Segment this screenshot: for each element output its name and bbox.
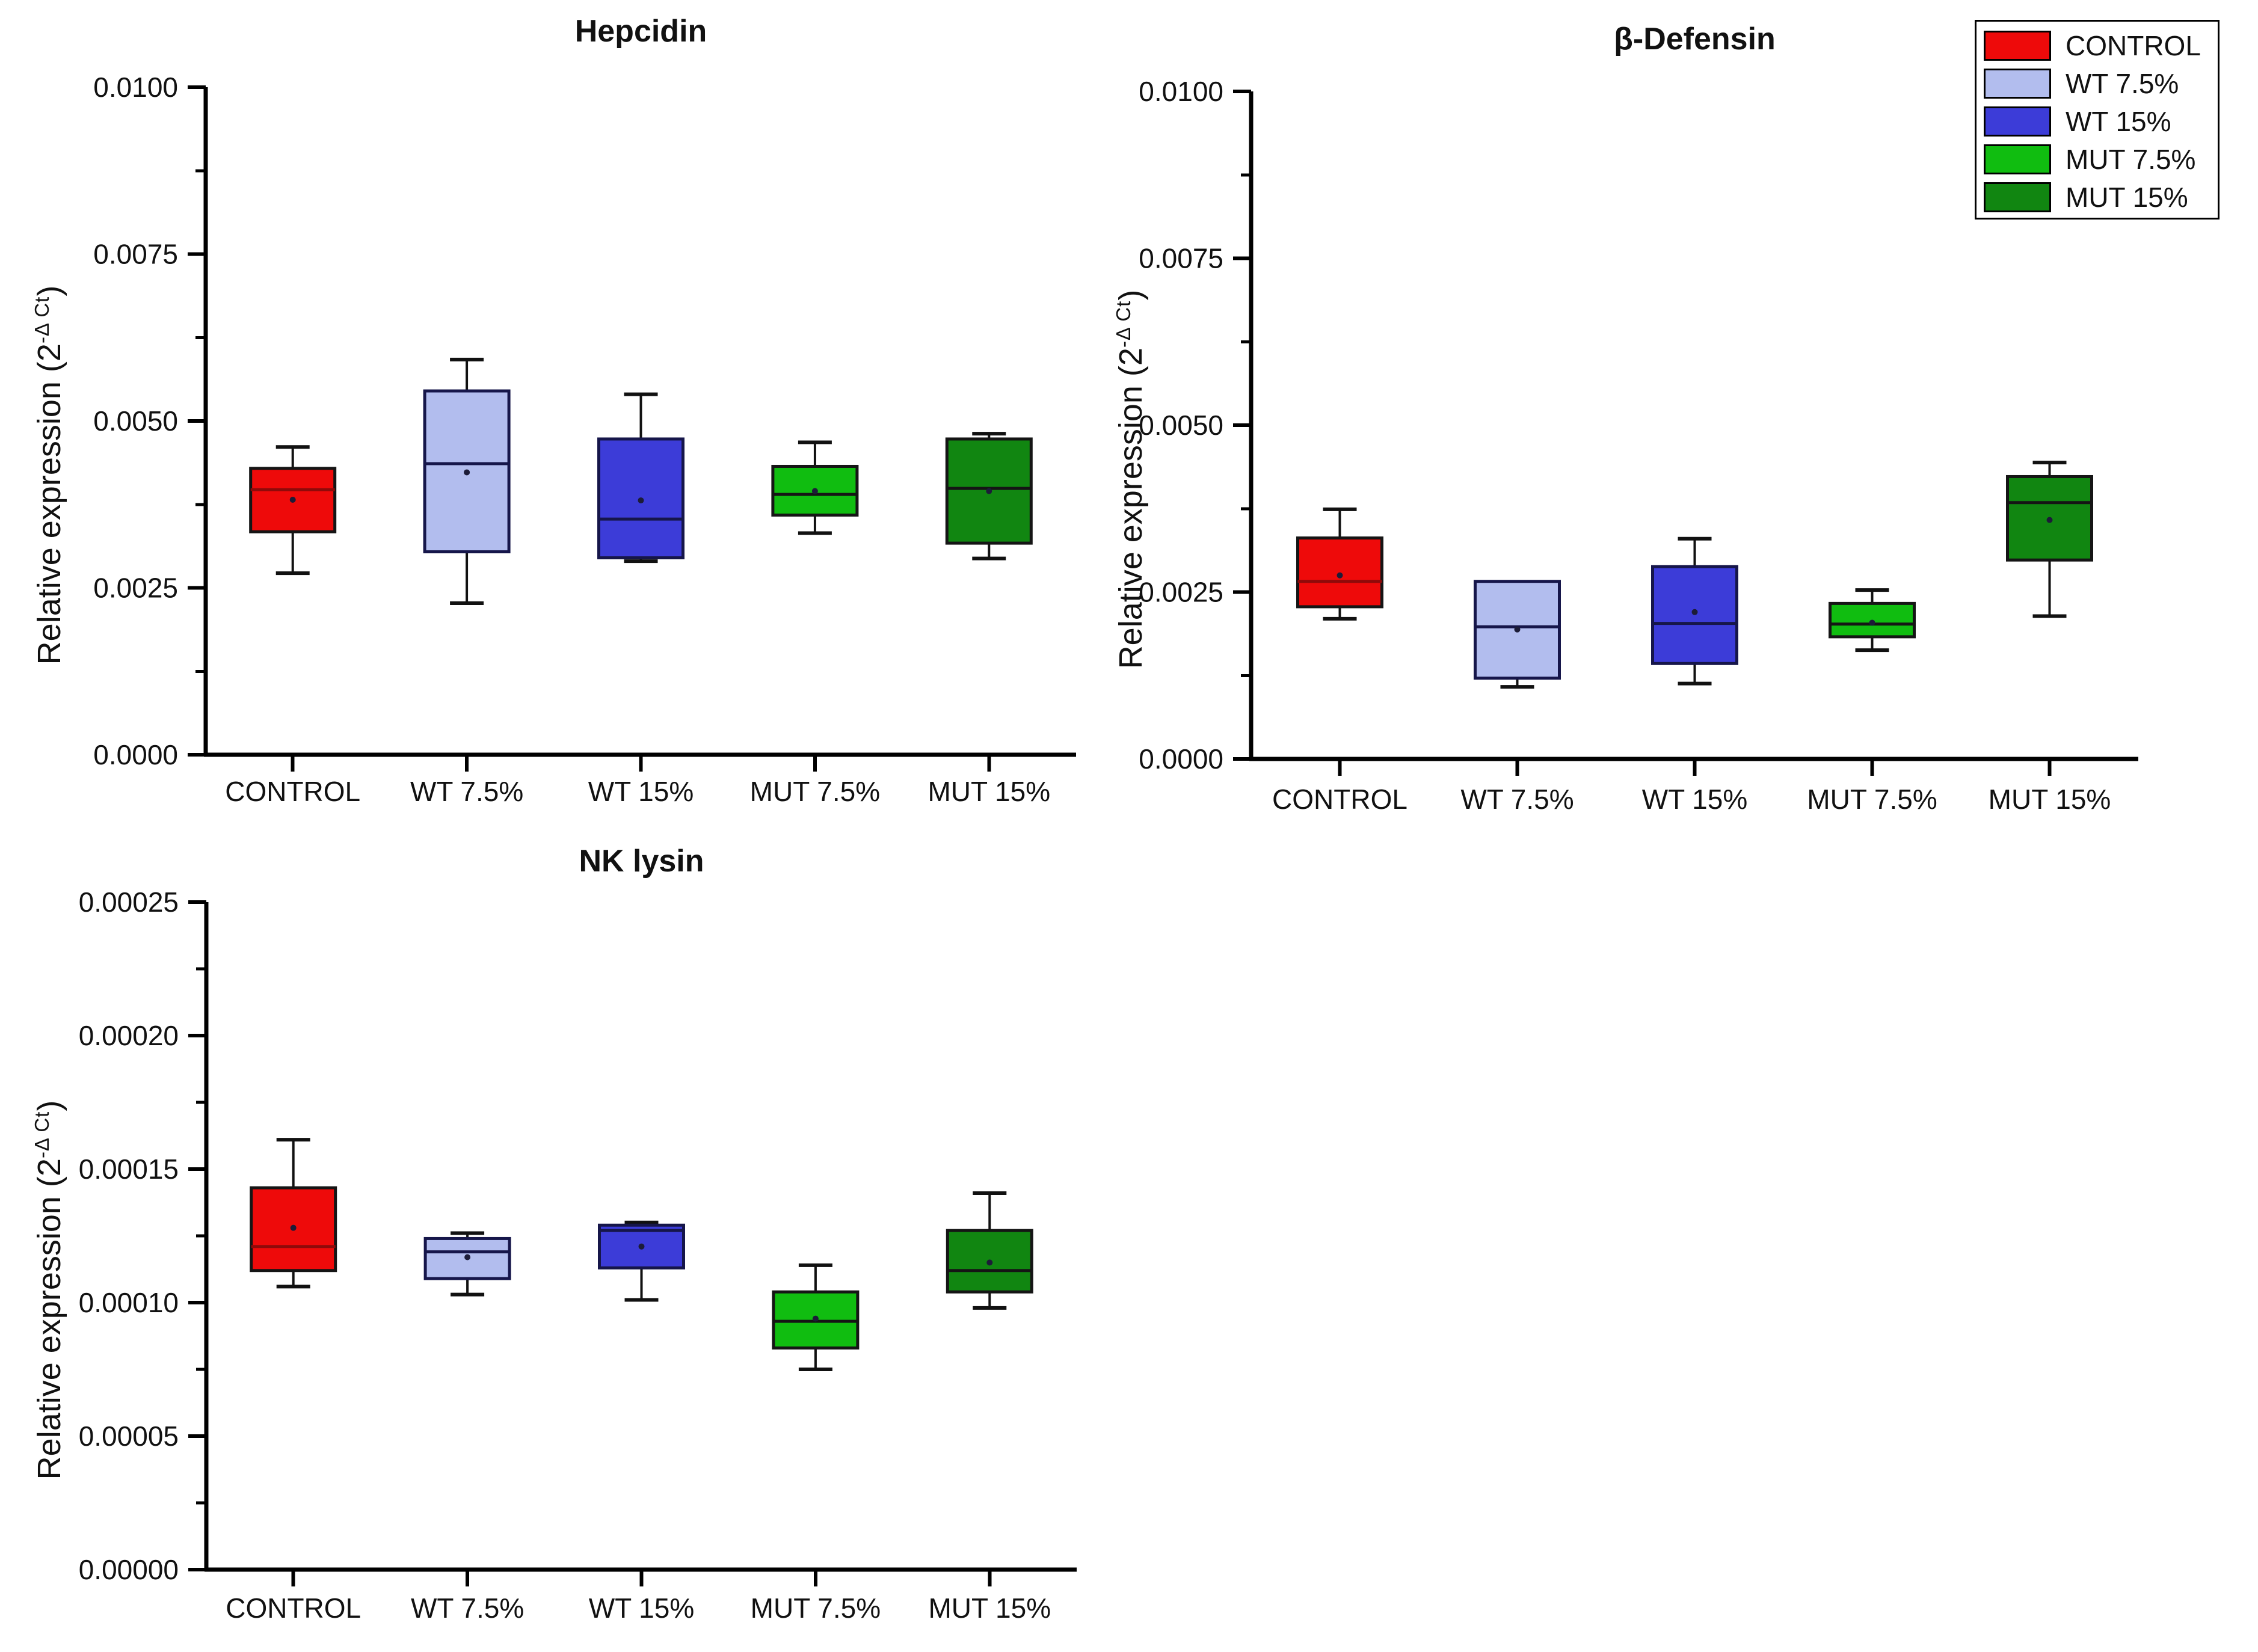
box--defensin-mut-7-5- [1829,588,1916,653]
y-tick-label: 0.0100 [1139,76,1223,107]
mean-marker [1514,626,1521,633]
y-tick-label: 0.0000 [1139,743,1223,775]
y-tick-label: 0.0050 [93,405,178,437]
legend-item: WT 15% [1984,102,2218,140]
y-tick-label: 0.0025 [93,573,178,604]
y-tick-label: 0.0050 [1139,410,1223,441]
chart-title-nk-lysin: NK lysin [579,844,704,879]
y-tick-label: 0.00000 [79,1554,179,1585]
legend-swatch-mut-15- [1984,182,2051,212]
legend-item: WT 7.5% [1984,64,2218,102]
mean-marker [1869,619,1875,626]
y-tick-label: 0.00015 [79,1153,179,1185]
x-tick-label: CONTROL [225,776,360,807]
mean-marker [289,496,296,503]
box-hepcidin-wt-15- [597,392,684,563]
delta-ct-superscript: -Δ Ct [31,1111,53,1159]
legend: CONTROL WT 7.5% WT 15% MUT 7.5% MUT 15% [1975,20,2220,220]
chart-hepcidin: 0.0000 0.0025 0.0050 0.0075 0.0100 CONTROL WT … [93,72,1076,807]
box--defensin-wt-7-5- [1474,580,1561,689]
y-tick-label: 0.00020 [79,1020,179,1051]
mean-marker [2046,517,2053,523]
legend-item-label: MUT 7.5% [2066,143,2196,175]
legend-item-label: WT 7.5% [2066,67,2179,99]
box-nk-lysin-wt-7-5- [423,1231,511,1297]
x-tick-label: MUT 15% [928,1592,1051,1624]
y-axis-label-nk-lysin: Relative expression (2-Δ Ct) [31,1100,67,1480]
chart-title-hepcidin: Hepcidin [574,14,707,49]
y-axis-label-hepcidin: Relative expression (2-Δ Ct) [31,285,67,665]
x-tick-label: MUT 15% [928,776,1050,807]
mean-marker [1337,572,1343,579]
mean-marker [290,1224,297,1231]
chart-nk-lysin: 0.00000 0.00005 0.00010 0.00015 0.00020 0.000… [79,886,1077,1624]
legend-item-label: CONTROL [2066,29,2201,61]
box-hepcidin-mut-7-5- [771,440,859,535]
chart--defensin: 0.0000 0.0025 0.0050 0.0075 0.0100 CONTROL WT … [1139,76,2138,815]
x-tick-label: WT 15% [1642,784,1748,815]
x-tick-label: MUT 7.5% [1807,784,1937,815]
x-tick-label: MUT 15% [1989,784,2111,815]
legend-swatch-control [1984,30,2051,61]
y-tick-label: 0.00010 [79,1287,179,1318]
delta-ct-superscript: -Δ Ct [1112,300,1134,348]
box--defensin-wt-15- [1651,536,1738,686]
legend-swatch-wt-7-5- [1984,68,2051,99]
legend-item-label: WT 15% [2066,105,2171,137]
box-hepcidin-wt-7-5- [423,357,511,606]
mean-marker [638,497,644,504]
x-tick-label: WT 7.5% [411,1592,524,1624]
y-axis-label-beta-defensin: Relative expression (2-Δ Ct) [1112,289,1149,669]
legend-swatch-wt-15- [1984,106,2051,137]
y-tick-label: 0.0075 [1139,243,1223,274]
y-tick-label: 0.00025 [79,886,179,918]
x-tick-label: MUT 7.5% [751,1592,881,1624]
mean-marker [811,488,818,494]
mean-marker [986,1259,993,1266]
y-tick-label: 0.0000 [93,739,178,770]
box-nk-lysin-control [250,1138,337,1289]
mean-marker [464,1254,471,1260]
chart-title-beta-defensin: β-Defensin [1614,22,1776,57]
mean-marker [638,1243,645,1250]
y-tick-label: 0.0100 [93,72,178,103]
box-nk-lysin-mut-15- [946,1191,1033,1310]
mean-marker [986,488,992,494]
box--defensin-mut-15- [2006,461,2093,618]
box-nk-lysin-wt-15- [598,1220,685,1302]
iqr-box [250,1186,337,1273]
delta-ct-superscript: -Δ Ct [31,296,53,344]
y-tick-label: 0.00005 [79,1420,179,1452]
x-tick-label: CONTROL [1272,784,1407,815]
x-tick-label: WT 15% [588,776,694,807]
x-tick-label: WT 7.5% [1460,784,1574,815]
legend-item: MUT 15% [1984,178,2218,216]
iqr-box [1651,565,1738,665]
y-tick-label: 0.0075 [93,239,178,270]
x-tick-label: WT 7.5% [410,776,523,807]
mean-marker [1691,609,1698,615]
x-tick-label: MUT 7.5% [750,776,880,807]
x-tick-label: CONTROL [226,1592,361,1624]
legend-item-label: MUT 15% [2066,181,2188,213]
legend-item: MUT 7.5% [1984,140,2218,178]
box--defensin-control [1296,507,1383,621]
legend-swatch-mut-7-5- [1984,144,2051,174]
iqr-box [1474,580,1561,680]
x-tick-label: WT 15% [589,1592,695,1624]
box-nk-lysin-mut-7-5- [772,1263,860,1371]
mean-marker [812,1315,819,1322]
iqr-box [423,389,511,554]
box-hepcidin-control [249,445,337,576]
y-tick-label: 0.0025 [1139,577,1223,608]
legend-item: CONTROL [1984,26,2218,64]
mean-marker [464,469,470,476]
box-hepcidin-mut-15- [945,432,1033,560]
